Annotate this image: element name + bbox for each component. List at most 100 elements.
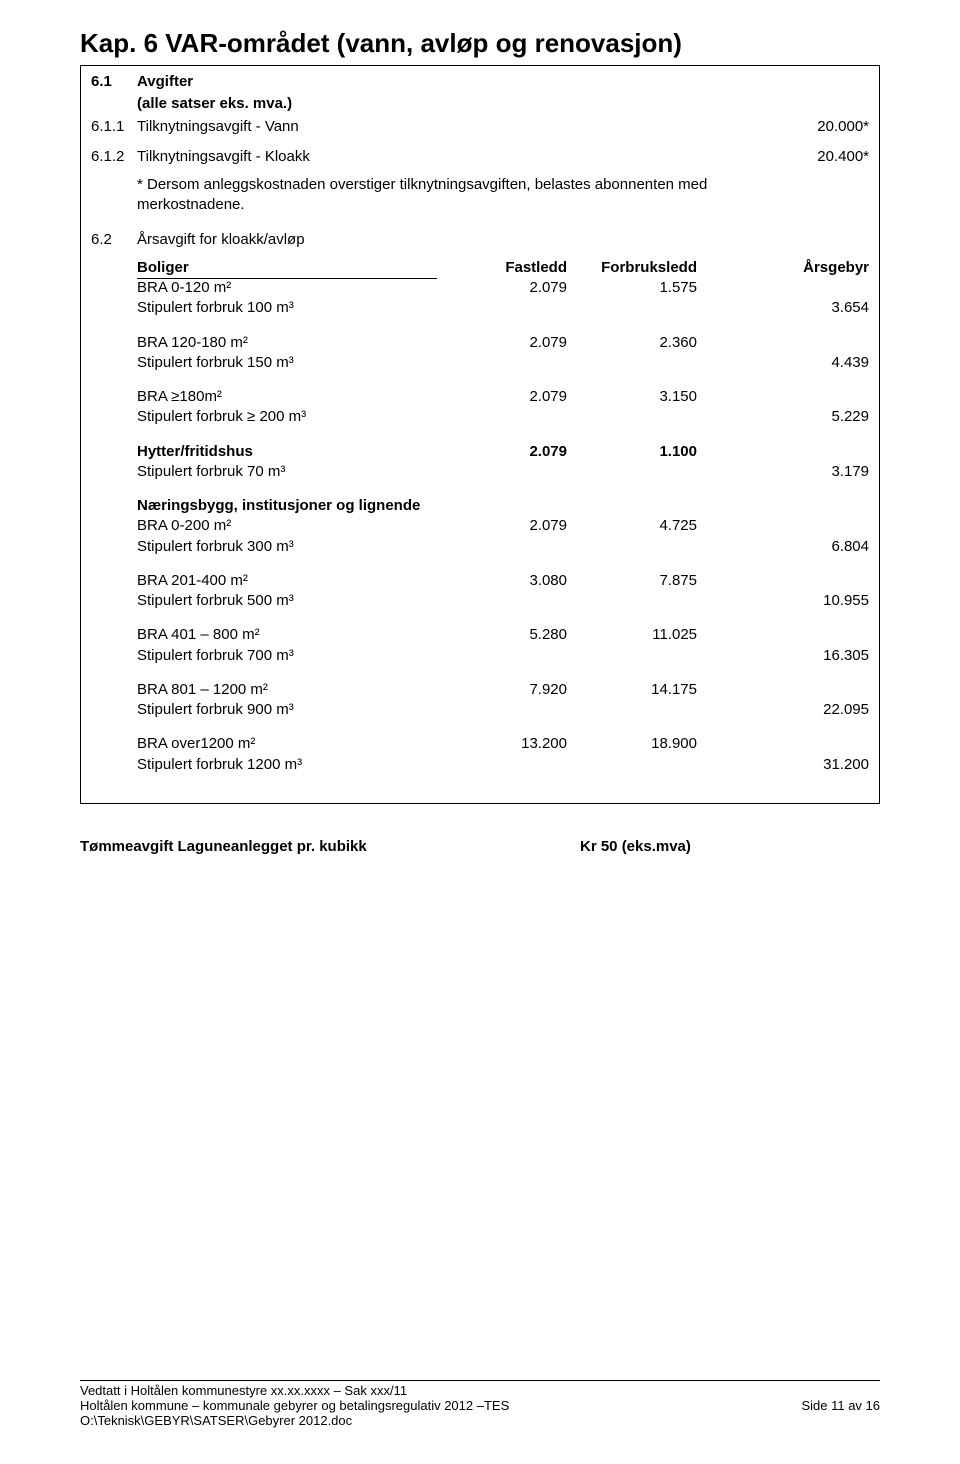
cell-fastledd: 7.920 <box>437 680 567 700</box>
header-boliger: Boliger <box>137 258 437 278</box>
cell-label: Stipulert forbruk 900 m³ <box>137 700 437 720</box>
row-6-1-2: 6.1.2 Tilknytningsavgift - Kloakk 20.400… <box>91 147 869 167</box>
section-6-1: 6.1 Avgifter <box>91 72 869 92</box>
cell-arsgebyr <box>697 278 869 298</box>
section-6-2: 6.2 Årsavgift for kloakk/avløp <box>91 230 869 250</box>
cell-label: BRA ≥180m² <box>137 387 437 407</box>
cell-arsgebyr: 22.095 <box>697 700 869 720</box>
tomme-label: Tømmeavgift Laguneanlegget pr. kubikk <box>80 838 580 855</box>
item-value: 20.400* <box>789 147 869 167</box>
cell-arsgebyr: 3.179 <box>697 462 869 482</box>
cell-label: Stipulert forbruk 1200 m³ <box>137 755 437 775</box>
cell-label: BRA 401 – 800 m² <box>137 625 437 645</box>
cell-forbruksledd: 1.100 <box>567 442 697 462</box>
table-row: BRA 0-200 m²2.0794.725 <box>137 516 869 536</box>
cell-arsgebyr <box>697 387 869 407</box>
cell-forbruksledd: 3.150 <box>567 387 697 407</box>
cell-arsgebyr <box>697 625 869 645</box>
item-label: Tilknytningsavgift - Vann <box>137 117 789 137</box>
cell-arsgebyr: 10.955 <box>697 591 869 611</box>
boliger-rows: BRA 0-120 m²2.0791.575Stipulert forbruk … <box>137 278 869 496</box>
section-number: 6.1 <box>91 72 137 92</box>
header-arsgebyr: Årsgebyr <box>697 258 869 278</box>
page-footer: Vedtatt i Holtålen kommunestyre xx.xx.xx… <box>80 1378 880 1428</box>
cell-forbruksledd: 14.175 <box>567 680 697 700</box>
naering-rows: BRA 0-200 m²2.0794.725Stipulert forbruk … <box>137 516 869 789</box>
chapter-title: Kap. 6 VAR-området (vann, avløp og renov… <box>80 28 880 59</box>
table-row: Stipulert forbruk 150 m³ 4.439 <box>137 353 869 373</box>
cell-forbruksledd: 18.900 <box>567 734 697 754</box>
cell-label: BRA 0-200 m² <box>137 516 437 536</box>
cell-arsgebyr: 4.439 <box>697 353 869 373</box>
cell-forbruksledd: 4.725 <box>567 516 697 536</box>
header-forbruksledd: Forbruksledd <box>567 258 697 278</box>
cell-fastledd: 2.079 <box>437 278 567 298</box>
cell-arsgebyr: 31.200 <box>697 755 869 775</box>
item-value: 20.000* <box>789 117 869 137</box>
cell-fastledd: 2.079 <box>437 333 567 353</box>
item-label: Tilknytningsavgift - Kloakk <box>137 147 789 167</box>
table-row: Stipulert forbruk 300 m³ 6.804 <box>137 537 869 557</box>
table-row: BRA ≥180m²2.0793.150 <box>137 387 869 407</box>
footer-page-number: Side 11 av 16 <box>801 1398 880 1413</box>
note-text: * Dersom anleggskostnaden overstiger til… <box>137 175 777 216</box>
tomme-value: Kr 50 (eks.mva) <box>580 838 880 855</box>
cell-label: Stipulert forbruk 300 m³ <box>137 537 437 557</box>
cell-forbruksledd: 1.575 <box>567 278 697 298</box>
cell-label: BRA over1200 m² <box>137 734 437 754</box>
section-label: Årsavgift for kloakk/avløp <box>137 230 869 250</box>
table-row: BRA over1200 m²13.20018.900 <box>137 734 869 754</box>
row-6-1-1: 6.1.1 Tilknytningsavgift - Vann 20.000* <box>91 117 869 137</box>
fee-table: Boliger Fastledd Forbruksledd Årsgebyr B… <box>91 258 869 789</box>
cell-forbruksledd: 2.360 <box>567 333 697 353</box>
table-row: Hytter/fritidshus2.0791.100 <box>137 442 869 462</box>
naering-heading-row: Næringsbygg, institusjoner og lignende <box>137 496 869 516</box>
table-row: BRA 801 – 1200 m²7.92014.175 <box>137 680 869 700</box>
content-box: 6.1 Avgifter (alle satser eks. mva.) 6.1… <box>80 65 880 804</box>
cell-fastledd: 3.080 <box>437 571 567 591</box>
section-subtitle: (alle satser eks. mva.) <box>137 94 869 114</box>
cell-forbruksledd: 7.875 <box>567 571 697 591</box>
table-row: BRA 201-400 m²3.0807.875 <box>137 571 869 591</box>
table-header-row: Boliger Fastledd Forbruksledd Årsgebyr <box>137 258 869 278</box>
footer-line-1: Vedtatt i Holtålen kommunestyre xx.xx.xx… <box>80 1383 880 1398</box>
cell-arsgebyr <box>697 734 869 754</box>
cell-label: BRA 201-400 m² <box>137 571 437 591</box>
cell-label: BRA 0-120 m² <box>137 278 437 298</box>
cell-label: BRA 120-180 m² <box>137 333 437 353</box>
table-row: Stipulert forbruk 70 m³3.179 <box>137 462 869 482</box>
cell-label: Hytter/fritidshus <box>137 442 437 462</box>
cell-fastledd: 2.079 <box>437 387 567 407</box>
cell-label: Stipulert forbruk 150 m³ <box>137 353 437 373</box>
cell-label: Stipulert forbruk 700 m³ <box>137 646 437 666</box>
section-label: Avgifter <box>137 72 869 92</box>
table-row: BRA 0-120 m²2.0791.575 <box>137 278 869 298</box>
cell-arsgebyr: 6.804 <box>697 537 869 557</box>
cell-fastledd: 2.079 <box>437 442 567 462</box>
tomme-line: Tømmeavgift Laguneanlegget pr. kubikk Kr… <box>80 838 880 855</box>
table-row: Stipulert forbruk 100 m³3.654 <box>137 298 869 318</box>
table-row: Stipulert forbruk ≥ 200 m³ 5.229 <box>137 407 869 427</box>
cell-forbruksledd: 11.025 <box>567 625 697 645</box>
cell-fastledd: 5.280 <box>437 625 567 645</box>
cell-label: Stipulert forbruk ≥ 200 m³ <box>137 407 437 427</box>
table-row: BRA 120-180 m²2.0792.360 <box>137 333 869 353</box>
table-row: Stipulert forbruk 900 m³ 22.095 <box>137 700 869 720</box>
page: Kap. 6 VAR-området (vann, avløp og renov… <box>0 0 960 1464</box>
cell-fastledd: 13.200 <box>437 734 567 754</box>
table-row: BRA 401 – 800 m²5.28011.025 <box>137 625 869 645</box>
cell-arsgebyr <box>697 516 869 536</box>
cell-label: Stipulert forbruk 100 m³ <box>137 298 437 318</box>
cell-label: BRA 801 – 1200 m² <box>137 680 437 700</box>
item-number: 6.1.1 <box>91 117 137 137</box>
footer-line-2-left: Holtålen kommune – kommunale gebyrer og … <box>80 1398 801 1413</box>
footer-line-3: O:\Teknisk\GEBYR\SATSER\Gebyrer 2012.doc <box>80 1413 880 1428</box>
cell-arsgebyr <box>697 442 869 462</box>
cell-arsgebyr <box>697 333 869 353</box>
footer-divider <box>80 1380 880 1381</box>
cell-arsgebyr <box>697 571 869 591</box>
table-row: Stipulert forbruk 1200 m³ 31.200 <box>137 755 869 775</box>
cell-arsgebyr: 5.229 <box>697 407 869 427</box>
table-row: Stipulert forbruk 500 m³10.955 <box>137 591 869 611</box>
item-number: 6.1.2 <box>91 147 137 167</box>
